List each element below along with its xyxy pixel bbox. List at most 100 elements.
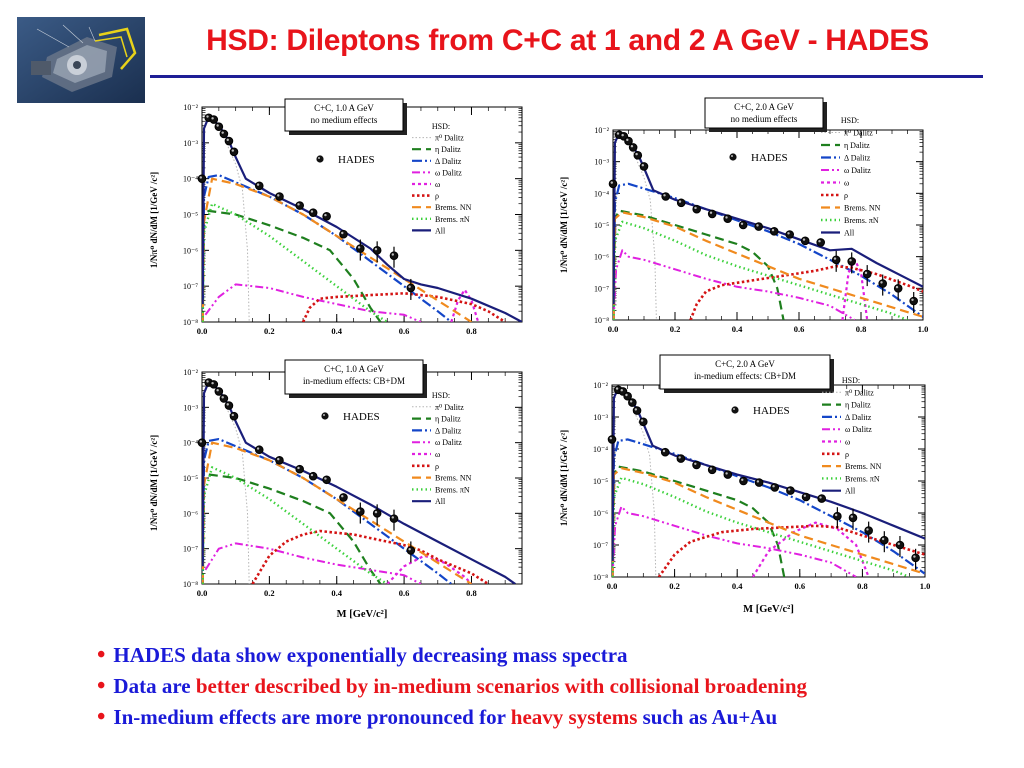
y-axis-label: 1/Nπ⁰ dN/dM [1/GeV /c²] — [149, 435, 159, 531]
data-point — [308, 208, 318, 218]
hades-marker-icon — [321, 412, 329, 420]
data-point-highlight — [629, 400, 633, 403]
data-point-highlight — [895, 285, 899, 289]
x-tick-label: 0.4 — [331, 588, 342, 598]
bullet-text: such as Au+Au — [637, 705, 778, 729]
bullet-dot-icon: • — [97, 704, 106, 730]
data-point — [389, 251, 399, 261]
title-box-line2: in-medium effects: CB+DM — [694, 371, 796, 381]
data-point — [219, 394, 229, 403]
data-point — [639, 417, 648, 427]
data-point — [356, 244, 365, 253]
y-tick-label: 10⁻⁸ — [183, 580, 198, 589]
data-point — [769, 227, 779, 236]
data-point — [197, 174, 207, 183]
x-tick-label: 1.0 — [918, 324, 929, 334]
data-point-highlight — [391, 516, 394, 519]
data-point-highlight — [849, 259, 852, 262]
data-point — [209, 380, 219, 389]
data-point — [214, 122, 224, 132]
data-point-highlight — [756, 224, 759, 227]
data-point-highlight — [772, 485, 775, 488]
curve-brems-nn — [202, 177, 473, 322]
legend-label: Δ Dalitz — [845, 413, 872, 422]
hades-marker-icon — [316, 155, 324, 163]
data-point — [322, 211, 331, 221]
x-tick-label: 0.4 — [732, 324, 743, 334]
data-point — [909, 296, 919, 306]
legend-label: All — [435, 226, 446, 235]
data-point-highlight — [818, 240, 821, 243]
data-point — [893, 284, 903, 293]
x-axis-label: M [GeV/c²] — [743, 604, 794, 615]
y-tick-label: 10⁻⁷ — [183, 545, 198, 554]
data-point — [833, 511, 842, 521]
y-tick-label: 10⁻⁵ — [183, 211, 198, 220]
data-point — [754, 222, 763, 231]
data-point — [862, 269, 872, 279]
x-tick-label: 0.8 — [466, 588, 477, 598]
data-point — [864, 526, 873, 535]
chart-panel-1gev-in-medium: 10⁻² 10⁻³ 10⁻⁴ 10⁻⁵ 10⁻⁶ 10⁻⁷ 10⁻⁸0.0 0.2 0.4 0.6… — [149, 359, 523, 620]
curve-rho — [251, 529, 489, 584]
data-point-highlight — [819, 496, 822, 499]
y-tick-label: 10⁻⁸ — [594, 316, 609, 325]
data-point-highlight — [641, 164, 644, 167]
data-point-highlight — [741, 478, 744, 481]
y-tick-label: 10⁻² — [593, 381, 608, 390]
curve-omega-dalitz — [204, 283, 422, 322]
legend-label: All — [844, 229, 855, 238]
curve-brems-pin — [612, 476, 910, 577]
data-point-highlight — [913, 555, 916, 558]
title-box-line1: C+C, 2.0 A GeV — [715, 359, 775, 369]
y-tick-label: 10⁻⁴ — [594, 189, 609, 198]
legend-label: Δ Dalitz — [435, 426, 462, 435]
legend-label: ω — [435, 450, 440, 459]
x-axis-label: M [GeV/c²] — [337, 609, 388, 620]
data-point-highlight — [211, 381, 214, 385]
title-box — [284, 98, 404, 132]
data-point — [848, 513, 858, 523]
data-point — [754, 478, 764, 487]
y-tick-label: 10⁻⁸ — [593, 573, 608, 582]
data-point-highlight — [725, 216, 728, 219]
data-point-highlight — [310, 210, 314, 213]
x-tick-label: 0.6 — [794, 324, 805, 334]
legend-label: All — [845, 487, 856, 496]
bullet-item: • HADES data show exponentially decreasin… — [97, 640, 997, 671]
data-point-highlight — [834, 513, 838, 517]
y-tick-label: 10⁻⁷ — [183, 282, 198, 291]
hades-marker-highlight — [731, 155, 733, 157]
curve-pi0-dalitz — [612, 387, 657, 577]
x-tick-label: 0.0 — [608, 324, 619, 334]
x-tick-label: 0.8 — [857, 581, 868, 591]
y-tick-label: 10⁻⁶ — [593, 509, 608, 518]
legend-label: π⁰ Dalitz — [435, 134, 464, 143]
data-point-highlight — [256, 183, 260, 186]
data-point — [878, 279, 888, 288]
legend-label: π⁰ Dalitz — [845, 388, 874, 397]
data-point — [831, 255, 841, 265]
legend-label: Brems. NN — [435, 474, 472, 483]
data-point-highlight — [374, 247, 378, 251]
data-point — [692, 460, 701, 470]
data-point — [660, 447, 670, 457]
legend-label: Brems. NN — [845, 462, 882, 471]
data-point-highlight — [897, 542, 900, 545]
data-point-highlight — [621, 133, 624, 137]
data-point-highlight — [391, 253, 394, 256]
data-point-highlight — [408, 548, 411, 551]
title-box-line1: C+C, 2.0 A GeV — [734, 102, 794, 112]
bullet-item: • Data are better described by in-medium … — [97, 671, 997, 702]
data-point-highlight — [864, 271, 868, 275]
curve-omega — [386, 554, 473, 584]
data-point — [723, 214, 732, 223]
legend-label: Δ Dalitz — [844, 154, 871, 163]
x-tick-label: 0.0 — [607, 581, 618, 591]
data-point-highlight — [231, 413, 234, 417]
data-point — [229, 147, 239, 157]
data-point — [786, 486, 795, 495]
data-point-highlight — [630, 145, 634, 148]
data-point-highlight — [709, 211, 713, 214]
data-point — [295, 464, 304, 474]
